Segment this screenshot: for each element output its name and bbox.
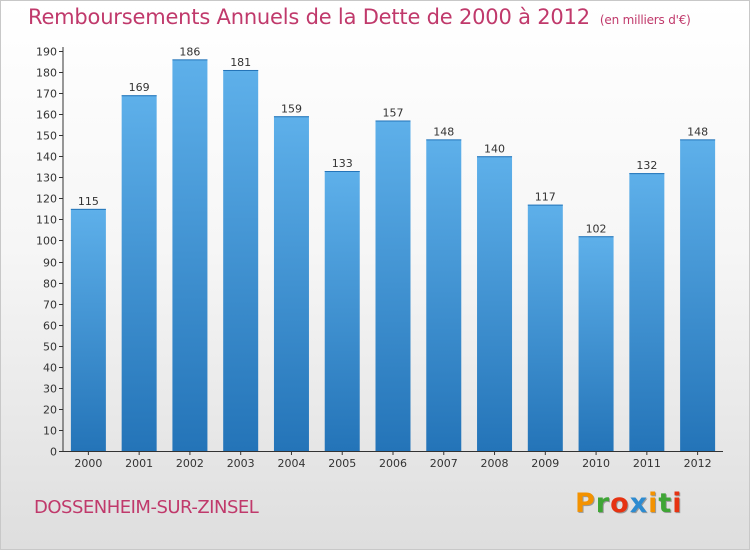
- logo-letter: i: [648, 488, 659, 519]
- bar: [477, 156, 513, 451]
- x-tick-label: 2001: [125, 457, 153, 470]
- data-label: 102: [586, 222, 607, 235]
- y-tick-label: 170: [36, 88, 57, 101]
- logo-letter: o: [610, 488, 630, 519]
- data-label: 157: [383, 106, 404, 119]
- data-label: 133: [332, 157, 353, 170]
- chart-title: Remboursements Annuels de la Dette de 20…: [28, 5, 691, 29]
- x-tick-label: 2009: [531, 457, 559, 470]
- data-label: 117: [535, 191, 556, 204]
- y-tick-label: 90: [43, 257, 57, 270]
- x-tick-label: 2002: [176, 457, 204, 470]
- y-tick-label: 70: [43, 299, 57, 312]
- data-label: 148: [433, 125, 454, 138]
- bar: [375, 120, 411, 451]
- data-label: 115: [78, 195, 99, 208]
- logo-letter: P: [575, 488, 596, 519]
- y-tick-label: 100: [36, 235, 57, 248]
- x-tick-label: 2012: [684, 457, 712, 470]
- proxiti-logo: Proxiti: [575, 488, 683, 519]
- bar: [70, 208, 106, 451]
- y-tick-label: 50: [43, 341, 57, 354]
- data-label: 159: [281, 102, 302, 115]
- bar: [578, 236, 614, 451]
- y-tick-label: 0: [50, 446, 57, 459]
- y-tick-label: 40: [43, 362, 57, 375]
- title-text: Remboursements Annuels de la Dette de 20…: [28, 5, 590, 29]
- y-tick-label: 180: [36, 67, 57, 80]
- x-tick-label: 2006: [379, 457, 407, 470]
- x-tick-label: 2003: [227, 457, 255, 470]
- data-label: 148: [687, 125, 708, 138]
- y-tick-label: 120: [36, 193, 57, 206]
- x-tick-label: 2010: [582, 457, 610, 470]
- bar: [629, 173, 665, 451]
- y-tick-label: 10: [43, 425, 57, 438]
- data-label: 169: [129, 81, 150, 94]
- y-tick-label: 150: [36, 130, 57, 143]
- x-tick-label: 2000: [74, 457, 102, 470]
- unit-label: (en milliers d'€): [599, 13, 691, 27]
- data-label: 132: [636, 159, 657, 172]
- logo-letter: i: [672, 488, 683, 519]
- y-tick-label: 140: [36, 151, 57, 164]
- bar: [324, 171, 360, 451]
- logo-letter: t: [658, 488, 673, 519]
- logo-letter: r: [595, 488, 611, 519]
- bar: [172, 59, 208, 451]
- y-tick-label: 130: [36, 172, 57, 185]
- bar: [680, 139, 716, 451]
- y-tick-label: 30: [43, 383, 57, 396]
- x-tick-label: 2005: [328, 457, 356, 470]
- y-tick-label: 80: [43, 278, 57, 291]
- bar: [223, 69, 259, 452]
- bar: [121, 95, 157, 452]
- x-tick-label: 2008: [481, 457, 509, 470]
- bar: [273, 116, 309, 452]
- y-tick-label: 160: [36, 109, 57, 122]
- bar: [426, 139, 462, 451]
- y-tick-label: 20: [43, 404, 57, 417]
- data-label: 181: [230, 56, 251, 69]
- bar: [527, 204, 563, 451]
- x-tick-label: 2011: [633, 457, 661, 470]
- city-name: DOSSENHEIM-SUR-ZINSEL: [34, 497, 259, 518]
- y-tick-label: 110: [36, 214, 57, 227]
- logo-letter: x: [629, 488, 649, 519]
- y-tick-label: 190: [36, 46, 57, 59]
- data-label: 186: [179, 45, 200, 58]
- x-tick-label: 2007: [430, 457, 458, 470]
- x-tick-label: 2004: [277, 457, 305, 470]
- data-label: 140: [484, 142, 505, 155]
- y-tick-label: 60: [43, 320, 57, 333]
